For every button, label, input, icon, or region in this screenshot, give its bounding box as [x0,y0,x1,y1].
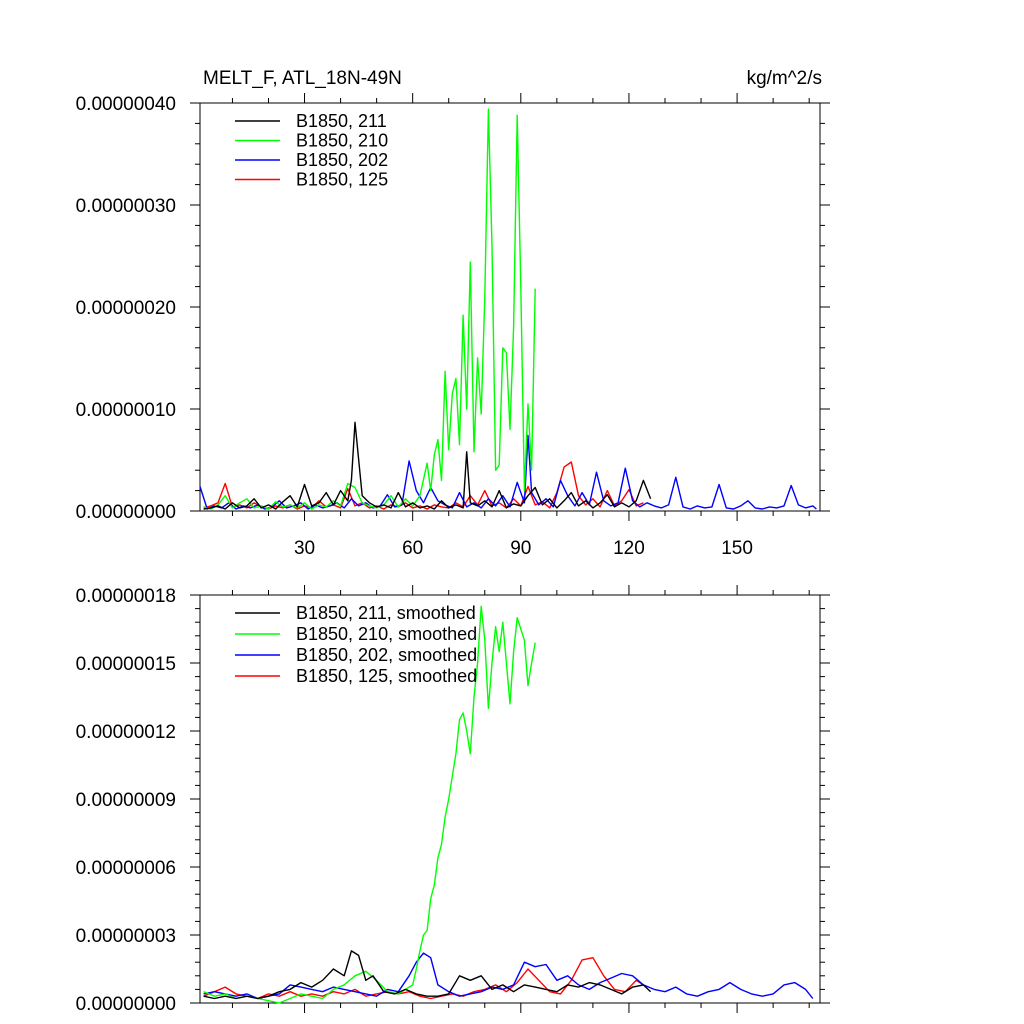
chart-units: kg/m^2/s [747,68,822,89]
series-line-b1850-202-smoothed [203,952,814,1000]
bottom-panel: 0.00000000 0.00000003 0.00000006 0.00000009… [76,585,830,1015]
y-tick-label: 0.00000000 [76,994,176,1015]
x-tick-label: 60 [402,538,423,559]
bottom-series-lines [203,605,814,1004]
legend-label: B1850, 211, smoothed [296,603,476,623]
y-tick-label: 0.00000015 [76,654,176,675]
chart-title: MELT_F, ATL_18N-49N [203,68,402,89]
x-tick-label: 30 [294,538,315,559]
legend-label: B1850, 125 [296,170,388,190]
y-tick-label: 0.00000040 [76,94,176,115]
y-tick-label: 0.00000030 [76,196,176,217]
series-line-b1850-210-smoothed [203,605,536,1004]
series-line-b1850-210 [203,108,536,510]
x-tick-label: 90 [510,538,531,559]
y-tick-label: 0.00000009 [76,790,176,811]
legend-label: B1850, 202 [296,150,388,170]
y-tick-label: 0.00000000 [76,502,176,523]
y-tick-label: 0.00000018 [76,586,176,607]
y-tick-label: 0.00000010 [76,400,176,421]
top-axis-ticks [190,93,830,521]
top-series-lines [199,108,817,510]
top-panel: MELT_F, ATL_18N-49N kg/m^2/s 30 60 90 120 15… [76,68,830,559]
y-tick-label: 0.00000020 [76,298,176,319]
series-line-b1850-202 [199,434,817,510]
y-tick-label: 0.00000012 [76,722,176,743]
series-line-b1850-211-smoothed [203,950,652,1000]
legend-label: B1850, 202, smoothed [296,645,477,665]
y-tick-label: 0.00000003 [76,926,176,947]
top-x-tick-labels: 30 60 90 120 150 [294,538,753,559]
bottom-axis-ticks [190,585,830,1013]
top-y-tick-labels: 0.00000000 0.00000010 0.00000020 0.00000030… [76,94,176,523]
y-tick-label: 0.00000006 [76,858,176,879]
legend-label: B1850, 210, smoothed [296,624,477,644]
legend-label: B1850, 211 [296,111,387,131]
series-line-b1850-125-smoothed [203,957,644,1000]
series-line-b1850-211 [203,421,652,510]
legend-label: B1850, 125, smoothed [296,666,477,686]
legend-label: B1850, 210 [296,131,388,151]
x-tick-label: 120 [613,538,645,559]
bottom-y-tick-labels: 0.00000000 0.00000003 0.00000006 0.00000009… [76,586,176,1015]
x-tick-label: 150 [721,538,753,559]
